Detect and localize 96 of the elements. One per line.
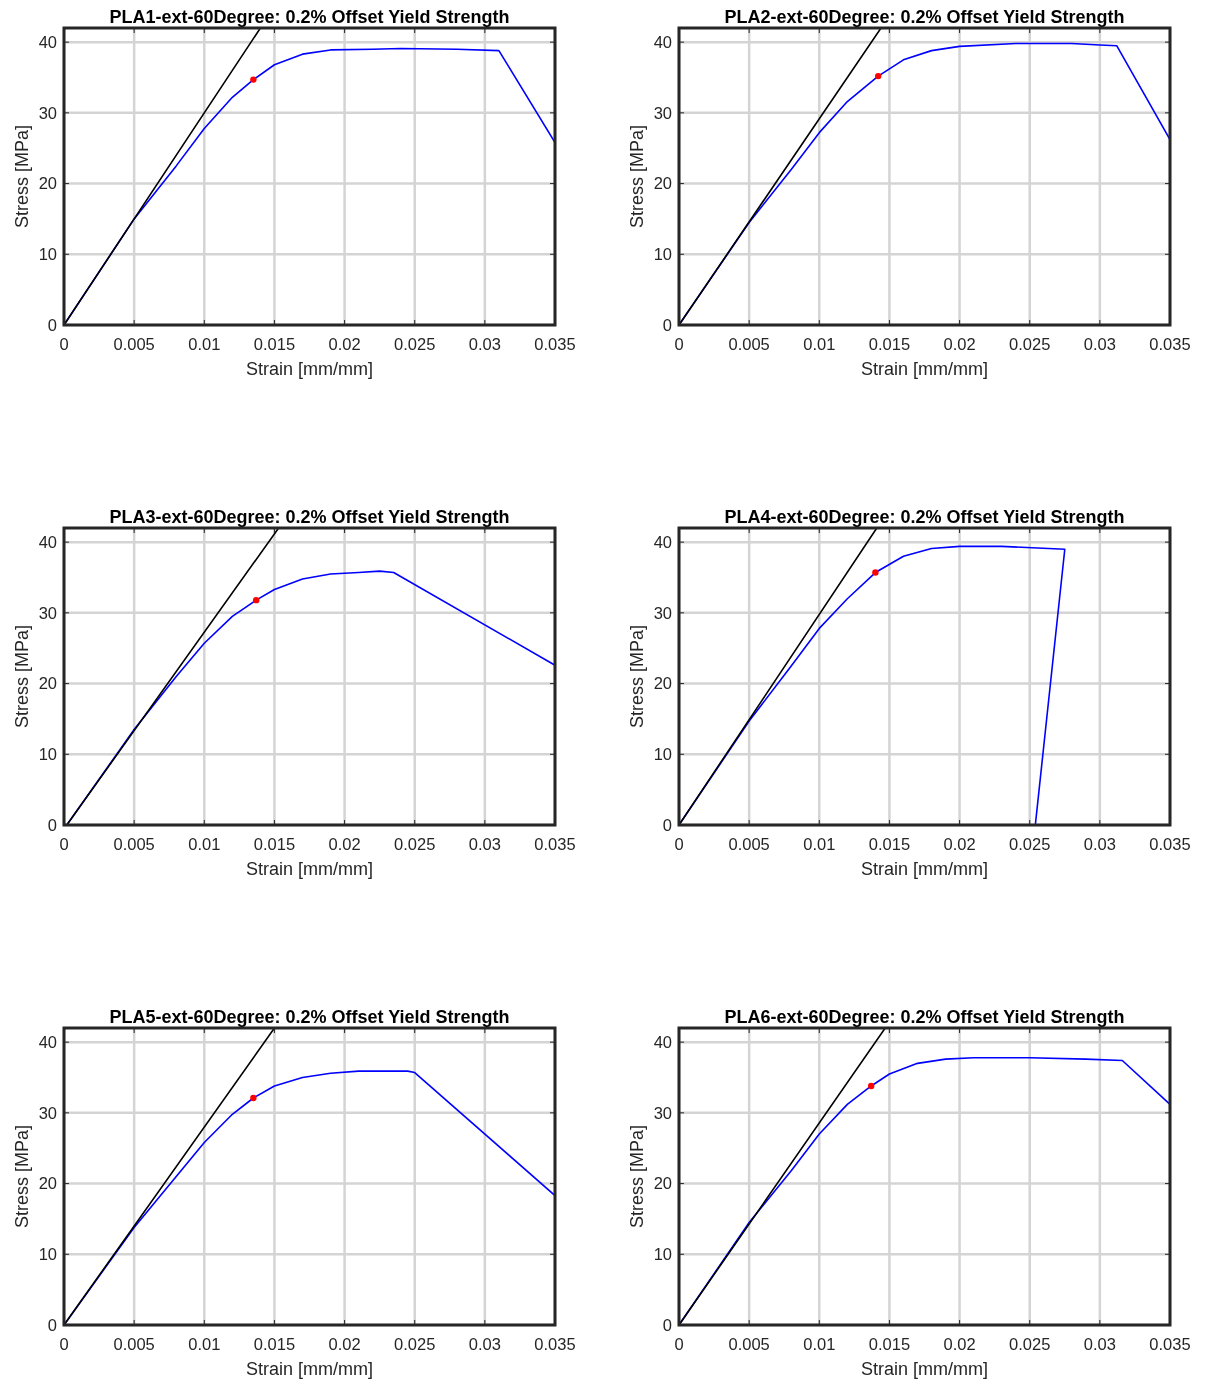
y-axis-title: Stress [MPa]	[12, 1124, 32, 1229]
y-tick-label: 20	[38, 174, 57, 193]
x-tick-label: 0.015	[253, 335, 296, 353]
x-tick-label: 0.025	[394, 335, 436, 353]
y-tick-label: 10	[653, 245, 672, 264]
y-tick-label: 40	[653, 32, 672, 51]
y-tick-label: 30	[653, 103, 672, 122]
y-tick-label: 0	[47, 315, 57, 334]
y-tick-label: 10	[38, 245, 57, 264]
chart-title: PLA4-ext-60Degree: 0.2% Offset Yield Strength	[724, 507, 1125, 527]
x-tick-label: 0.01	[188, 835, 221, 853]
y-tick-label: 20	[653, 1174, 672, 1193]
y-tick-label: 0	[662, 1315, 672, 1334]
x-tick-label: 0.02	[943, 1335, 976, 1353]
x-tick-label: 0.03	[1083, 1335, 1116, 1353]
y-axis-title: Stress [MPa]	[627, 124, 647, 229]
y-tick-label: 30	[653, 1103, 672, 1122]
chart-title: PLA6-ext-60Degree: 0.2% Offset Yield Strength	[724, 1007, 1125, 1027]
y-tick-label: 0	[47, 1315, 57, 1334]
x-tick-label: 0.01	[188, 1335, 221, 1353]
y-tick-label: 40	[38, 532, 57, 551]
x-tick-label: 0	[59, 835, 69, 853]
x-tick-label: 0.03	[1083, 335, 1116, 353]
x-tick-label: 0.035	[534, 1335, 576, 1353]
y-tick-label: 10	[38, 1245, 57, 1264]
x-tick-label: 0.03	[468, 335, 501, 353]
x-tick-label: 0.02	[943, 835, 976, 853]
y-tick-label: 0	[47, 815, 57, 834]
x-tick-label: 0.03	[468, 1335, 501, 1353]
x-tick-label: 0	[59, 335, 69, 353]
x-tick-label: 0.025	[1009, 335, 1051, 353]
x-tick-label: 0.005	[728, 1335, 770, 1353]
x-tick-label: 0.035	[534, 335, 576, 353]
x-tick-label: 0.005	[113, 335, 155, 353]
y-tick-label: 0	[662, 815, 672, 834]
y-axis-title: Stress [MPa]	[627, 624, 647, 729]
y-axis-title: Stress [MPa]	[12, 624, 32, 729]
x-tick-label: 0.005	[113, 1335, 155, 1353]
x-axis-title: Strain [mm/mm]	[245, 859, 374, 879]
x-tick-label: 0.015	[253, 835, 296, 853]
y-tick-label: 40	[38, 1032, 57, 1051]
y-tick-label: 10	[653, 745, 672, 764]
x-tick-label: 0.01	[803, 835, 836, 853]
x-tick-label: 0.005	[113, 835, 155, 853]
x-tick-label: 0	[674, 335, 684, 353]
y-tick-label: 20	[653, 674, 672, 693]
x-axis-title: Strain [mm/mm]	[245, 359, 374, 379]
x-tick-label: 0.03	[468, 835, 501, 853]
x-tick-label: 0.02	[328, 835, 361, 853]
chart-title: PLA1-ext-60Degree: 0.2% Offset Yield Strength	[109, 7, 510, 27]
x-tick-label: 0.03	[1083, 835, 1116, 853]
x-tick-label: 0.005	[728, 835, 770, 853]
y-tick-label: 30	[38, 603, 57, 622]
x-axis-title: Strain [mm/mm]	[860, 1359, 989, 1379]
x-axis-title: Strain [mm/mm]	[245, 1359, 374, 1379]
y-tick-label: 30	[38, 1103, 57, 1122]
x-tick-label: 0.025	[1009, 1335, 1051, 1353]
x-tick-label: 0.02	[328, 1335, 361, 1353]
y-axis-title: Stress [MPa]	[12, 124, 32, 229]
y-tick-label: 40	[653, 532, 672, 551]
chart-title: PLA5-ext-60Degree: 0.2% Offset Yield Strength	[109, 1007, 510, 1027]
x-tick-label: 0.015	[868, 835, 911, 853]
x-tick-label: 0.015	[868, 1335, 911, 1353]
x-tick-label: 0.015	[253, 1335, 296, 1353]
y-axis-title: Stress [MPa]	[627, 1124, 647, 1229]
y-tick-label: 0	[662, 315, 672, 334]
x-tick-label: 0.035	[1149, 835, 1191, 853]
chart-title: PLA2-ext-60Degree: 0.2% Offset Yield Strength	[724, 7, 1125, 27]
x-tick-label: 0.02	[328, 335, 361, 353]
x-axis-title: Strain [mm/mm]	[860, 359, 989, 379]
x-tick-label: 0.025	[394, 1335, 436, 1353]
y-tick-label: 20	[653, 174, 672, 193]
x-tick-label: 0.01	[803, 335, 836, 353]
y-tick-label: 20	[38, 1174, 57, 1193]
x-tick-label: 0	[674, 1335, 684, 1353]
y-tick-label: 30	[38, 103, 57, 122]
x-tick-label: 0.025	[1009, 835, 1051, 853]
x-tick-label: 0.01	[803, 1335, 836, 1353]
chart-title: PLA3-ext-60Degree: 0.2% Offset Yield Strength	[109, 507, 510, 527]
y-tick-label: 10	[38, 745, 57, 764]
x-tick-label: 0.01	[188, 335, 221, 353]
x-tick-label: 0.025	[394, 835, 436, 853]
y-tick-label: 30	[653, 603, 672, 622]
x-tick-label: 0	[59, 1335, 69, 1353]
x-axis-title: Strain [mm/mm]	[860, 859, 989, 879]
x-tick-label: 0.02	[943, 335, 976, 353]
x-tick-label: 0.005	[728, 335, 770, 353]
x-tick-label: 0.035	[1149, 335, 1191, 353]
y-tick-label: 20	[38, 674, 57, 693]
y-tick-label: 10	[653, 1245, 672, 1264]
y-tick-label: 40	[653, 1032, 672, 1051]
x-tick-label: 0.035	[534, 835, 576, 853]
y-tick-label: 40	[38, 32, 57, 51]
x-tick-label: 0.015	[868, 335, 911, 353]
x-tick-label: 0	[674, 835, 684, 853]
x-tick-label: 0.035	[1149, 1335, 1191, 1353]
